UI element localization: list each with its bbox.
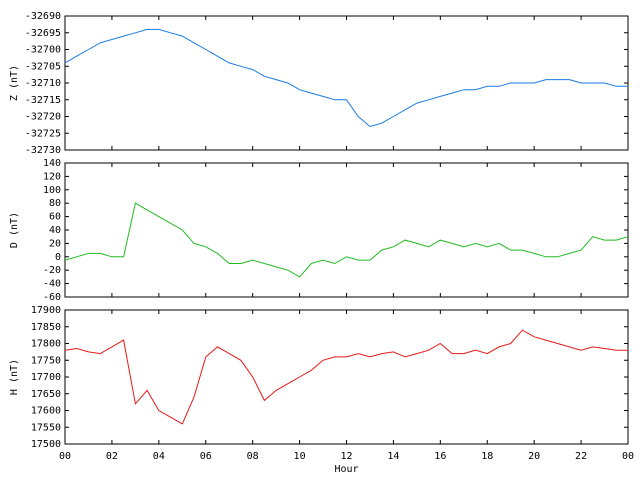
- data-line: [64, 202, 629, 278]
- x-tick-label: 04: [153, 451, 165, 462]
- y-tick-label: 17700: [31, 372, 61, 383]
- y-tick-label: 17750: [31, 355, 61, 366]
- x-tick-label: 02: [106, 451, 118, 462]
- plot-frame: [64, 15, 629, 151]
- y-tick-label: -32730: [25, 145, 61, 156]
- plot-frame: [64, 162, 629, 298]
- y-tick-label: 100: [43, 185, 61, 196]
- y-tick-label: -20: [43, 265, 61, 276]
- y-tick-label: 120: [43, 171, 61, 182]
- x-tick-label: 22: [575, 451, 587, 462]
- y-tick-label: 60: [49, 212, 61, 223]
- y-tick-label: 17550: [31, 422, 61, 433]
- data-line: [64, 28, 628, 128]
- y-tick-label: 40: [49, 225, 61, 236]
- x-tick-label: 16: [434, 451, 446, 462]
- x-tick-label: 20: [528, 451, 540, 462]
- y-tick-label: -32700: [25, 45, 61, 56]
- y-tick-label: 80: [49, 198, 61, 209]
- y-tick-label: -60: [43, 292, 61, 303]
- y-tick-label: -32720: [25, 112, 61, 123]
- y-tick-label: 17600: [31, 406, 61, 417]
- y-tick-label: 17650: [31, 389, 61, 400]
- y-tick-label: -32710: [25, 78, 61, 89]
- y-tick-label: 17500: [31, 439, 61, 450]
- data-line: [64, 329, 628, 425]
- x-axis-label: Hour: [334, 464, 358, 475]
- x-tick-label: 08: [247, 451, 259, 462]
- y-axis-label: D (nT): [9, 212, 20, 248]
- x-tick-label: 06: [200, 451, 212, 462]
- x-tick-label: 00: [622, 451, 634, 462]
- x-tick-label: 10: [294, 451, 306, 462]
- x-tick-label: 00: [59, 451, 71, 462]
- y-tick-label: -32690: [25, 11, 61, 22]
- y-tick-label: 0: [55, 252, 61, 263]
- x-tick-label: 12: [340, 451, 352, 462]
- plot-frame: [64, 309, 629, 445]
- x-tick-label: 14: [387, 451, 399, 462]
- x-tick-label: 18: [481, 451, 493, 462]
- y-tick-label: 17900: [31, 305, 61, 316]
- y-axis-label: Z (nT): [9, 65, 20, 101]
- y-tick-label: -32715: [25, 95, 61, 106]
- y-tick-label: 17800: [31, 339, 61, 350]
- y-tick-label: 17850: [31, 322, 61, 333]
- y-tick-label: -40: [43, 279, 61, 290]
- y-axis-label: H (nT): [9, 359, 20, 395]
- y-tick-label: -32705: [25, 61, 61, 72]
- y-tick-label: -32695: [25, 28, 61, 39]
- y-tick-label: 20: [49, 238, 61, 249]
- y-tick-label: 140: [43, 158, 61, 169]
- y-tick-label: -32725: [25, 128, 61, 139]
